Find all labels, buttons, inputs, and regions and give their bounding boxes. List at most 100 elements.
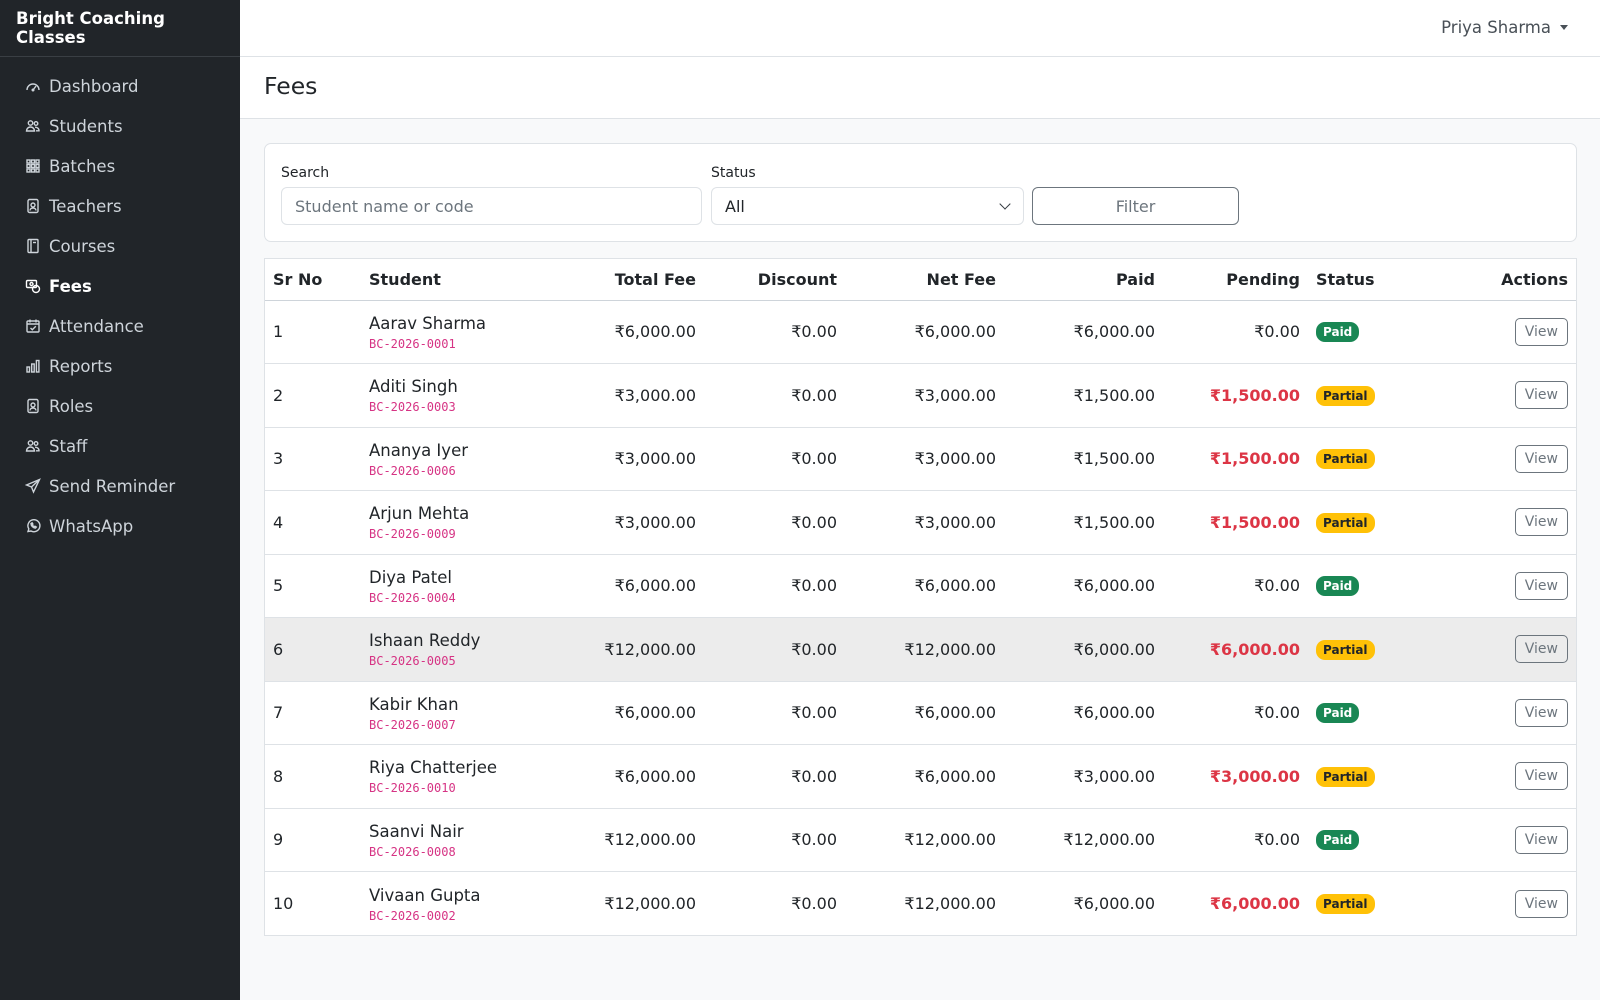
sidebar-item-label: Teachers: [49, 196, 122, 216]
col-header-total-fee: Total Fee: [549, 259, 704, 301]
student-code: BC-2026-0002: [369, 908, 456, 923]
sidebar-item-label: Dashboard: [49, 76, 139, 96]
send-icon: [24, 478, 41, 495]
cell-status: Paid: [1308, 681, 1428, 745]
view-button[interactable]: View: [1514, 762, 1568, 791]
table-row: 5 Diya Patel BC-2026-0004 ₹6,000.00 ₹0.00 ₹6,…: [265, 554, 1576, 618]
sidebar-nav: Dashboard Students Batches Teachers Courses F…: [0, 57, 240, 546]
sidebar-item-staff[interactable]: Staff: [0, 426, 240, 466]
cell-paid: ₹1,500.00: [1004, 490, 1163, 555]
page-title: Fees: [264, 72, 318, 100]
sidebar-item-send-reminder[interactable]: Send Reminder: [0, 466, 240, 506]
cell-net-fee: ₹6,000.00: [845, 744, 1004, 809]
view-button[interactable]: View: [1514, 381, 1568, 410]
sidebar-item-whatsapp[interactable]: WhatsApp: [0, 506, 240, 546]
sidebar-item-label: Send Reminder: [49, 476, 176, 496]
people-icon: [24, 118, 41, 135]
cell-paid: ₹1,500.00: [1004, 363, 1163, 428]
cell-student: Saanvi Nair BC-2026-0008: [361, 808, 549, 872]
cell-status: Partial: [1308, 744, 1428, 809]
sidebar-item-fees[interactable]: Fees: [0, 266, 240, 306]
student-name: Ishaan Reddy: [369, 631, 481, 651]
view-button[interactable]: View: [1514, 825, 1568, 854]
student-name: Diya Patel: [369, 567, 452, 587]
sidebar-item-dashboard[interactable]: Dashboard: [0, 66, 240, 106]
calendar-check-icon: [24, 318, 41, 335]
fees-table-card: Sr No Student Total Fee Discount Net Fee…: [264, 258, 1577, 936]
user-menu-dropdown[interactable]: Priya Sharma: [1441, 18, 1568, 37]
cell-total-fee: ₹6,000.00: [549, 300, 704, 364]
cell-sr-no: 5: [265, 554, 361, 618]
cell-actions: View: [1428, 427, 1576, 491]
table-body: 1 Aarav Sharma BC-2026-0001 ₹6,000.00 ₹0.00 ₹…: [265, 300, 1576, 935]
table-row: 4 Arjun Mehta BC-2026-0009 ₹3,000.00 ₹0.00 ₹3…: [265, 490, 1576, 555]
cell-actions: View: [1428, 744, 1576, 809]
student-code: BC-2026-0007: [369, 717, 456, 732]
view-button[interactable]: View: [1514, 508, 1568, 537]
search-label: Search: [281, 165, 330, 181]
sidebar-item-label: Batches: [49, 156, 116, 176]
cell-total-fee: ₹3,000.00: [549, 363, 704, 428]
search-input[interactable]: Student name or code: [281, 187, 702, 225]
sidebar-item-label: Fees: [49, 276, 92, 296]
view-button[interactable]: View: [1514, 444, 1568, 473]
cell-net-fee: ₹6,000.00: [845, 554, 1004, 618]
sidebar-item-batches[interactable]: Batches: [0, 146, 240, 186]
student-name: Saanvi Nair: [369, 821, 464, 841]
cell-pending: ₹1,500.00: [1163, 490, 1308, 555]
sidebar-item-students[interactable]: Students: [0, 106, 240, 146]
table-row: 8 Riya Chatterjee BC-2026-0010 ₹6,000.00 ₹0.…: [265, 744, 1576, 809]
cell-status: Partial: [1308, 872, 1428, 936]
cell-student: Aarav Sharma BC-2026-0001: [361, 300, 549, 364]
cell-discount: ₹0.00: [791, 894, 837, 913]
student-code: BC-2026-0008: [369, 844, 456, 859]
filter-button[interactable]: Filter: [1032, 187, 1239, 225]
cell-status: Partial: [1308, 490, 1428, 555]
cell-net-fee: ₹12,000.00: [845, 617, 1004, 682]
cell-sr-no: 6: [265, 617, 361, 682]
col-header-discount: Discount: [704, 259, 845, 301]
status-label: Status: [711, 165, 756, 181]
status-badge: Partial: [1316, 512, 1375, 533]
sidebar-item-roles[interactable]: Roles: [0, 386, 240, 426]
col-header-pending: Pending: [1163, 259, 1308, 301]
cell-student: Diya Patel BC-2026-0004: [361, 554, 549, 618]
cell-net-fee: ₹6,000.00: [845, 681, 1004, 745]
sidebar-item-attendance[interactable]: Attendance: [0, 306, 240, 346]
cell-sr-no: 10: [273, 894, 294, 913]
cell-actions: View: [1428, 490, 1576, 555]
brand-title[interactable]: Bright Coaching Classes: [0, 0, 240, 57]
cell-sr-no: 2: [265, 363, 361, 428]
page-header: Fees: [240, 57, 1600, 119]
student-code: BC-2026-0005: [369, 654, 456, 669]
status-select[interactable]: All: [711, 187, 1024, 225]
view-button[interactable]: View: [1514, 571, 1568, 600]
chevron-down-icon: [999, 198, 1011, 210]
col-header-sr-no: Sr No: [265, 259, 361, 301]
cell-discount: ₹0.00: [704, 363, 845, 428]
cell-sr-no: 9: [265, 808, 361, 872]
sidebar-item-courses[interactable]: Courses: [0, 226, 240, 266]
sidebar-item-label: Students: [49, 116, 123, 136]
view-button[interactable]: View: [1514, 635, 1568, 664]
caret-down-icon: [1560, 25, 1568, 30]
table-row: 1 Aarav Sharma BC-2026-0001 ₹6,000.00 ₹0.00 ₹…: [265, 300, 1576, 364]
student-code: BC-2026-0001: [369, 336, 456, 351]
sidebar-item-teachers[interactable]: Teachers: [0, 186, 240, 226]
cell-actions: View: [1428, 872, 1576, 936]
view-button[interactable]: View: [1514, 317, 1568, 346]
whatsapp-icon: [24, 518, 41, 535]
cell-net-fee: ₹3,000.00: [845, 490, 1004, 555]
cell-total-fee: ₹12,000.00: [549, 808, 704, 872]
bar-chart-icon: [24, 358, 41, 375]
sidebar-item-reports[interactable]: Reports: [0, 346, 240, 386]
student-code: BC-2026-0010: [369, 781, 456, 796]
sidebar-item-label: Courses: [49, 236, 116, 256]
cell-actions: View: [1428, 681, 1576, 745]
view-button[interactable]: View: [1514, 889, 1568, 918]
cell-discount: ₹0.00: [704, 681, 845, 745]
cell-net-fee: ₹3,000.00: [845, 363, 1004, 428]
cell-student: Kabir Khan BC-2026-0007: [361, 681, 549, 745]
cell-total-fee: ₹12,000.00: [604, 894, 696, 913]
view-button[interactable]: View: [1514, 698, 1568, 727]
